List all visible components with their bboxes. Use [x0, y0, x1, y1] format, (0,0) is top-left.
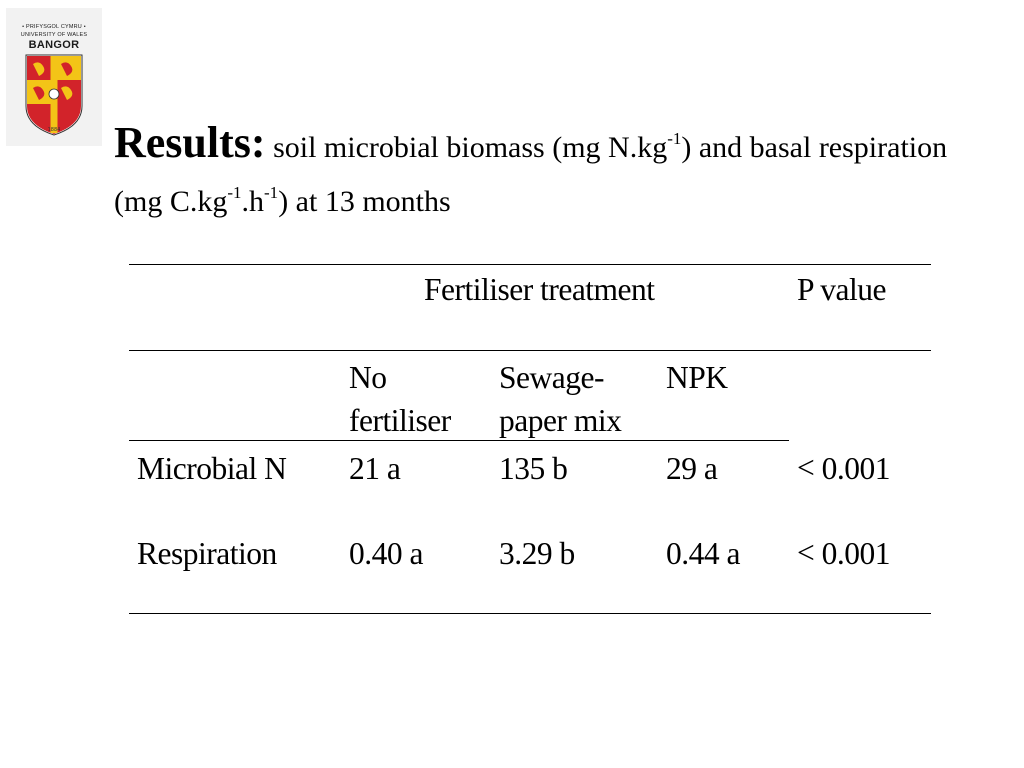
table-cell: 0.40 a — [349, 536, 423, 571]
table-cell: 135 b — [499, 451, 568, 486]
row-label-respiration: Respiration — [137, 536, 277, 571]
row-label-microbial-n: Microbial N — [137, 451, 287, 486]
p-value: 0.001 — [821, 536, 891, 571]
p-value-header: P value — [797, 272, 886, 307]
column-header-npk: NPK — [666, 356, 728, 399]
column-header-line: paper mix — [499, 403, 622, 438]
table-cell: 3.29 b — [499, 536, 575, 571]
column-header-no-fertiliser: No fertiliser — [349, 356, 451, 442]
title-sup-1: -1 — [667, 129, 682, 148]
title-lead: Results: — [114, 118, 266, 167]
university-logo: • PRIFYSGOL CYMRU • UNIVERSITY OF WALES … — [6, 8, 102, 146]
title-part-4: ) at 13 months — [278, 185, 451, 219]
title-part-2: ) and basal respiration (mg C.kg — [114, 131, 948, 219]
less-than-sign: < — [797, 450, 815, 485]
column-header-line: NPK — [666, 360, 728, 395]
column-header-sewage-paper-mix: Sewage- paper mix — [499, 356, 622, 442]
logo-year: 1884 — [48, 127, 61, 133]
title-sup-2: -1 — [227, 183, 242, 203]
logo-line-3: BANGOR — [28, 39, 80, 51]
title-sup-3: -1 — [264, 183, 279, 203]
logo-line-2: UNIVERSITY OF WALES — [20, 32, 88, 38]
slide-title: Results: soil microbial biomass (mg N.kg… — [114, 108, 994, 226]
logo-line-1: • PRIFYSGOL CYMRU • — [22, 24, 86, 30]
table-bottom-rule — [129, 613, 931, 614]
fertiliser-treatment-header: Fertiliser treatment — [424, 272, 655, 307]
table-cell: 0.44 a — [666, 536, 740, 571]
p-value-cell: < 0.001 — [797, 532, 891, 576]
title-part-3: .h — [241, 185, 265, 219]
p-value: 0.001 — [821, 451, 891, 486]
table-cell: 21 a — [349, 451, 401, 486]
less-than-sign: < — [797, 535, 815, 570]
column-header-line: fertiliser — [349, 403, 451, 438]
column-header-line: No — [349, 360, 387, 395]
table-subheader-rule — [129, 440, 789, 441]
title-part-1: soil microbial biomass (mg N.kg — [265, 131, 668, 164]
table-top-rule — [129, 264, 931, 265]
table-header-rule — [129, 350, 931, 351]
column-header-line: Sewage- — [499, 360, 604, 395]
table-cell: 29 a — [666, 451, 718, 486]
p-value-cell: < 0.001 — [797, 447, 891, 491]
crest-icon: 1884 — [25, 54, 83, 136]
